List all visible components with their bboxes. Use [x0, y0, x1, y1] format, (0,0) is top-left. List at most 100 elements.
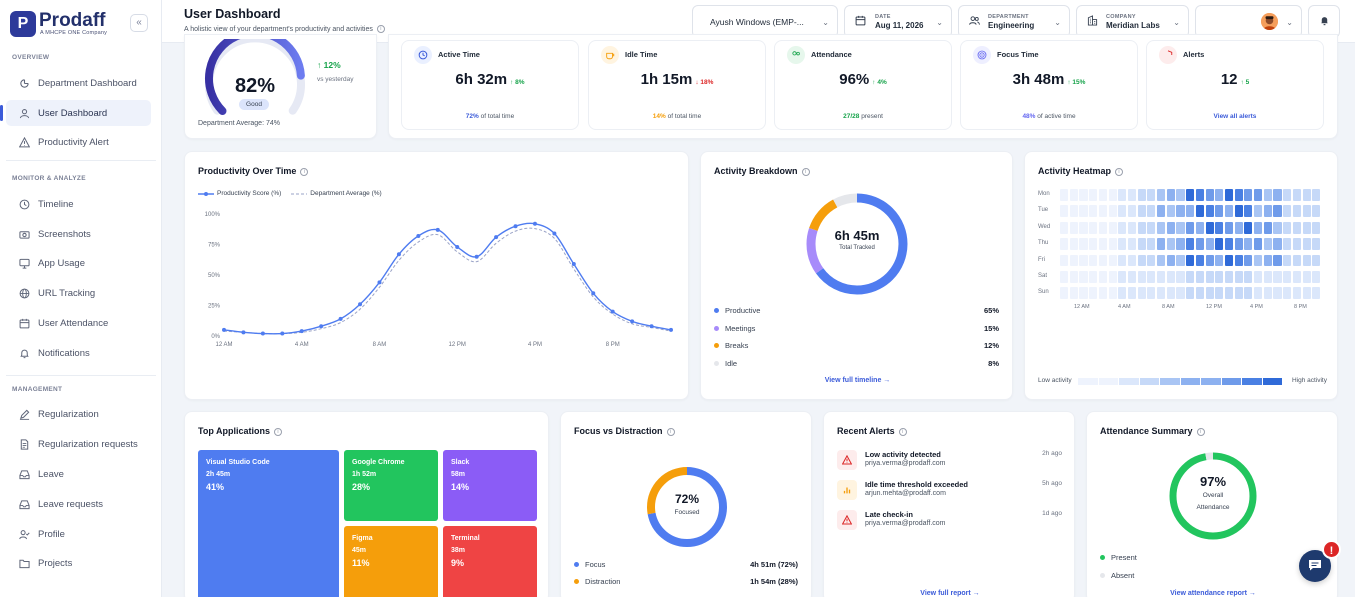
heatmap-cell[interactable] [1137, 221, 1146, 234]
heatmap-cell[interactable] [1186, 238, 1195, 250]
heatmap-cell[interactable] [1176, 238, 1185, 250]
heatmap-cell[interactable] [1263, 205, 1272, 218]
heatmap-cell[interactable] [1127, 238, 1137, 250]
heatmap-cell[interactable] [1176, 271, 1185, 283]
heatmap-cell[interactable] [1273, 238, 1282, 250]
heatmap-cell[interactable] [1108, 271, 1117, 283]
heatmap-cell[interactable] [1195, 221, 1204, 234]
heatmap-cell[interactable] [1283, 271, 1292, 283]
heatmap-cell[interactable] [1312, 271, 1321, 283]
heatmap-cell[interactable] [1137, 189, 1146, 201]
heatmap-cell[interactable] [1302, 189, 1311, 201]
heatmap-cell[interactable] [1060, 254, 1069, 267]
heatmap-cell[interactable] [1302, 221, 1311, 234]
heatmap-cell[interactable] [1312, 221, 1321, 234]
heatmap-cell[interactable] [1205, 271, 1214, 283]
app-tile-vscode[interactable]: Visual Studio Code 2h 45m 41% [198, 450, 339, 597]
heatmap-cell[interactable] [1147, 238, 1156, 250]
heatmap-cell[interactable] [1069, 271, 1078, 283]
heatmap-cell[interactable] [1312, 238, 1321, 250]
heatmap-cell[interactable] [1166, 221, 1175, 234]
heatmap-cell[interactable] [1098, 271, 1107, 283]
data-point[interactable] [552, 231, 557, 236]
heatmap-cell[interactable] [1224, 221, 1234, 234]
heatmap-cell[interactable] [1166, 254, 1175, 267]
sidebar-item-url-tracking[interactable]: URL Tracking [6, 280, 151, 306]
heatmap-cell[interactable] [1234, 287, 1243, 300]
heatmap-cell[interactable] [1166, 238, 1175, 250]
data-point[interactable] [222, 327, 226, 332]
sidebar-item-regularization[interactable]: Regularization [6, 401, 151, 427]
data-point[interactable] [416, 233, 421, 238]
heatmap-cell[interactable] [1234, 254, 1243, 267]
heatmap-cell[interactable] [1098, 205, 1107, 218]
heatmap-cell[interactable] [1273, 271, 1282, 283]
heatmap-cell[interactable] [1312, 189, 1321, 201]
heatmap-cell[interactable] [1283, 287, 1292, 300]
heatmap-cell[interactable] [1176, 205, 1185, 218]
data-point[interactable] [377, 280, 382, 285]
heatmap-cell[interactable] [1244, 271, 1253, 283]
heatmap-cell[interactable] [1118, 205, 1127, 218]
heatmap-cell[interactable] [1283, 189, 1292, 201]
heatmap-cell[interactable] [1224, 189, 1234, 201]
heatmap-cell[interactable] [1118, 221, 1127, 234]
heatmap-cell[interactable] [1195, 271, 1204, 283]
data-point[interactable] [610, 309, 615, 314]
heatmap-cell[interactable] [1215, 205, 1224, 218]
heatmap-cell[interactable] [1098, 254, 1107, 267]
heatmap-cell[interactable] [1292, 238, 1301, 250]
heatmap-cell[interactable] [1205, 254, 1214, 267]
brand-logo[interactable]: P Prodaff A MHCPE ONE Company [10, 11, 107, 37]
heatmap-cell[interactable] [1273, 287, 1282, 300]
alert-item[interactable]: Idle time threshold exceeded arjun.mehta… [837, 480, 1062, 508]
heatmap-cell[interactable] [1166, 271, 1175, 283]
alert-item[interactable]: Low activity detected priya.verma@prodaf… [837, 450, 1062, 478]
heatmap-cell[interactable] [1205, 238, 1214, 250]
heatmap-cell[interactable] [1157, 271, 1166, 283]
heatmap-cell[interactable] [1098, 238, 1107, 250]
heatmap-cell[interactable] [1157, 287, 1166, 300]
heatmap-cell[interactable] [1292, 205, 1301, 218]
heatmap-cell[interactable] [1263, 254, 1272, 267]
heatmap-cell[interactable] [1195, 238, 1204, 250]
heatmap-cell[interactable] [1147, 271, 1156, 283]
heatmap-cell[interactable] [1069, 287, 1078, 300]
heatmap-cell[interactable] [1089, 271, 1098, 283]
heatmap-cell[interactable] [1089, 254, 1098, 267]
stat-card-alerts[interactable]: Alerts 12 ↑ 5 View all alerts [1146, 40, 1324, 130]
heatmap-cell[interactable] [1302, 287, 1311, 300]
info-icon[interactable]: i [376, 25, 385, 33]
heatmap-cell[interactable] [1166, 189, 1175, 201]
heatmap-cell[interactable] [1069, 254, 1078, 267]
heatmap-cell[interactable] [1108, 189, 1117, 201]
view-full-report-link[interactable]: View full report → [920, 590, 980, 597]
sidebar-item-productivity-alert[interactable]: Productivity Alert [6, 129, 151, 155]
heatmap-cell[interactable] [1060, 205, 1069, 218]
sidebar-item-timeline[interactable]: Timeline [6, 191, 151, 217]
heatmap-cell[interactable] [1089, 189, 1098, 201]
heatmap-cell[interactable] [1157, 238, 1166, 250]
data-point[interactable] [474, 254, 479, 259]
heatmap-cell[interactable] [1186, 189, 1195, 201]
heatmap-cell[interactable] [1224, 271, 1234, 283]
heatmap-cell[interactable] [1205, 205, 1214, 218]
heatmap-cell[interactable] [1292, 221, 1301, 234]
heatmap-cell[interactable] [1157, 221, 1166, 234]
heatmap-cell[interactable] [1108, 238, 1117, 250]
heatmap-cell[interactable] [1069, 205, 1078, 218]
heatmap-cell[interactable] [1060, 189, 1069, 201]
heatmap-cell[interactable] [1224, 287, 1234, 300]
heatmap-cell[interactable] [1234, 221, 1243, 234]
heatmap-cell[interactable] [1176, 254, 1185, 267]
donut-segment-meetings[interactable] [806, 193, 908, 295]
data-point[interactable] [299, 329, 304, 334]
heatmap-cell[interactable] [1089, 287, 1098, 300]
info-icon[interactable]: i [1115, 168, 1124, 176]
heatmap-cell[interactable] [1254, 205, 1263, 218]
heatmap-cell[interactable] [1147, 221, 1156, 234]
data-point[interactable] [494, 235, 499, 240]
data-point[interactable] [571, 262, 576, 267]
heatmap-cell[interactable] [1263, 287, 1272, 300]
heatmap-cell[interactable] [1176, 287, 1185, 300]
